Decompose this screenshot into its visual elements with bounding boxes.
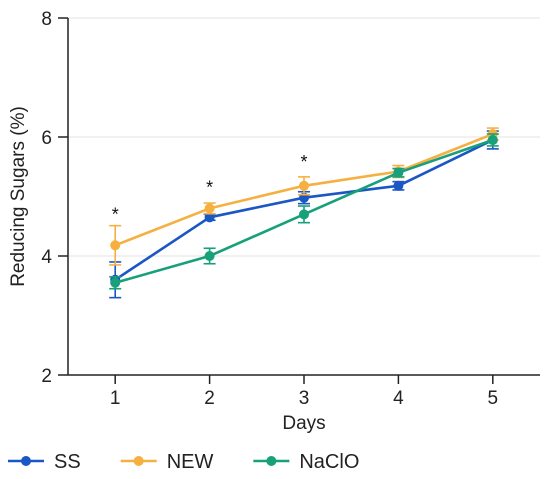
data-point	[110, 277, 121, 288]
y-axis-ticks: 2 4 6 8	[41, 9, 68, 387]
y-tick-label: 4	[41, 247, 52, 268]
y-tick-label: 8	[41, 9, 52, 30]
y-tick-label: 2	[41, 366, 52, 387]
legend-item-SS: SS	[8, 451, 81, 473]
data-point	[110, 240, 121, 251]
data-point	[393, 180, 404, 191]
chart-series	[109, 127, 499, 299]
x-axis-title: Days	[282, 413, 325, 434]
legend-label: NEW	[167, 451, 214, 473]
significance-marker: *	[300, 152, 307, 172]
legend-label: NaClO	[299, 451, 359, 473]
legend-item-NEW: NEW	[120, 451, 214, 473]
y-tick-label: 6	[41, 128, 52, 149]
chart-legend: SS NEW NaClO	[8, 451, 359, 473]
data-point	[204, 212, 215, 223]
significance-annotations: * * *	[112, 152, 308, 224]
legend-swatch-marker	[133, 456, 144, 466]
x-tick-label: 5	[488, 388, 499, 409]
data-point	[393, 167, 404, 178]
x-tick-label: 2	[204, 388, 215, 409]
data-point	[299, 180, 309, 191]
legend-label: SS	[54, 451, 81, 473]
data-point	[204, 251, 215, 261]
horizontal-gridlines	[68, 17, 540, 257]
data-point	[299, 209, 309, 220]
legend-item-NaClO: NaClO	[253, 451, 359, 473]
x-tick-label: 1	[110, 388, 121, 409]
x-tick-label: 4	[393, 388, 404, 409]
x-axis-ticks: 1 2 3 4 5	[110, 375, 498, 409]
x-tick-label: 3	[299, 388, 310, 409]
legend-swatch-marker	[266, 456, 277, 466]
significance-marker: *	[206, 178, 213, 198]
series-NaClO	[109, 133, 499, 290]
significance-marker: *	[112, 204, 119, 224]
data-point	[487, 134, 498, 145]
data-point	[204, 203, 215, 214]
legend-swatch-marker	[21, 456, 31, 466]
y-axis-title: Reducing Sugars (%)	[8, 106, 29, 287]
